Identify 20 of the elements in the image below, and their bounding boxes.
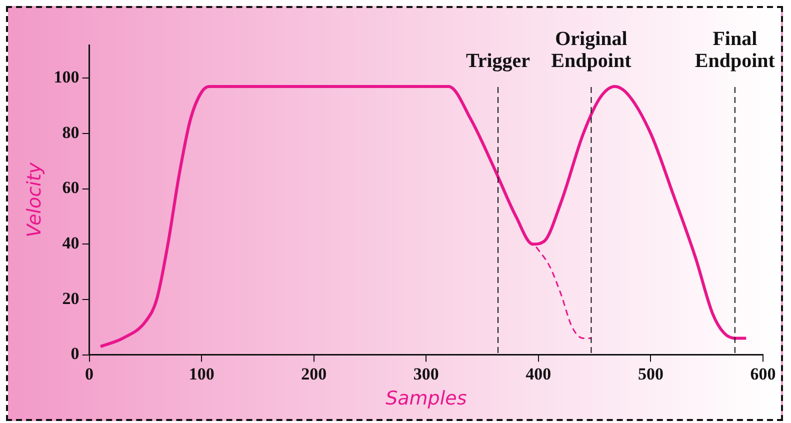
y-tick-label: 60 — [62, 178, 80, 198]
x-tick-label: 600 — [750, 364, 776, 384]
x-tick-label: 500 — [638, 364, 664, 384]
x-tick-label: 400 — [526, 364, 552, 384]
y-tick-label: 40 — [62, 234, 80, 253]
line-series — [535, 246, 592, 339]
ref-line-label: Trigger — [466, 50, 530, 72]
x-tick-label: 100 — [188, 364, 214, 384]
line-series — [99, 84, 748, 348]
y-tick-label: 100 — [54, 68, 80, 87]
y-tick-label: 0 — [70, 344, 80, 364]
ref-line-label: Final Endpoint — [694, 28, 776, 72]
y-tick-label: 20 — [62, 288, 80, 308]
ref-line-label: Original Endpoint — [551, 28, 632, 72]
y-tick-label: 80 — [62, 122, 80, 142]
x-tick-label: 0 — [85, 364, 94, 384]
x-axis-title: Samples — [386, 388, 467, 410]
x-tick-label: 300 — [413, 364, 439, 384]
x-tick-label: 200 — [301, 364, 327, 384]
y-axis-title: Velocity — [23, 162, 46, 238]
